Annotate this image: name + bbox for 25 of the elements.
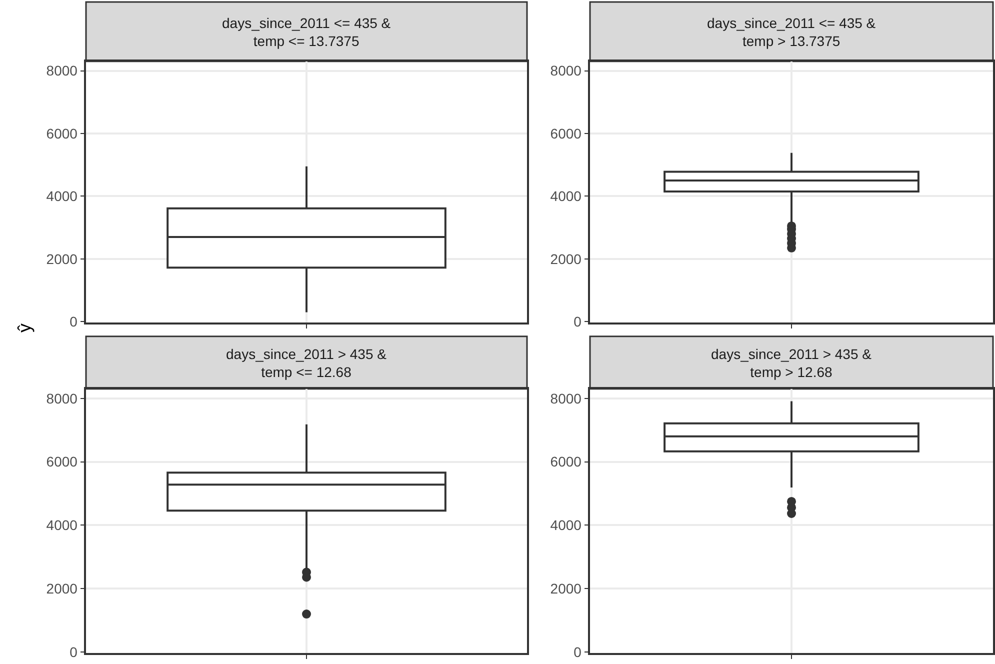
chart-title: days_since_2011 <= 435 & temp > 13.7375 (707, 15, 876, 50)
y-tick-label: 0 (574, 644, 582, 660)
y-tick-label: 2000 (46, 580, 78, 597)
y-tick-label: 0 (70, 314, 78, 330)
y-tick-label: 6000 (550, 454, 582, 470)
y-tick-label: 8000 (46, 390, 78, 406)
y-tick-label: 4000 (46, 188, 78, 204)
y-tick-label: 2000 (550, 580, 582, 597)
y-tick-label: 0 (70, 644, 78, 660)
chart-title: days_since_2011 <= 435 & temp <= 13.7375 (222, 15, 392, 50)
y-axis-title: ŷ (14, 324, 34, 332)
y-tick-label: 8000 (550, 390, 582, 406)
y-tick-label: 6000 (46, 125, 78, 142)
y-tick-label: 6000 (46, 454, 78, 470)
y-tick-label: 8000 (550, 62, 582, 79)
y-tick-label: 2000 (550, 250, 582, 267)
y-tick-label: 4000 (550, 517, 582, 534)
y-tick-label: 4000 (46, 517, 78, 534)
y-tick-label: 2000 (46, 250, 78, 267)
chart-title: days_since_2011 > 435 & temp <= 12.68 (226, 346, 388, 380)
y-tick-label: 8000 (46, 62, 78, 79)
y-tick-label: 0 (574, 314, 582, 330)
y-tick-label: 4000 (550, 188, 582, 204)
chart-title: days_since_2011 > 435 & temp > 12.68 (711, 346, 872, 380)
y-tick-label: 6000 (550, 125, 582, 142)
